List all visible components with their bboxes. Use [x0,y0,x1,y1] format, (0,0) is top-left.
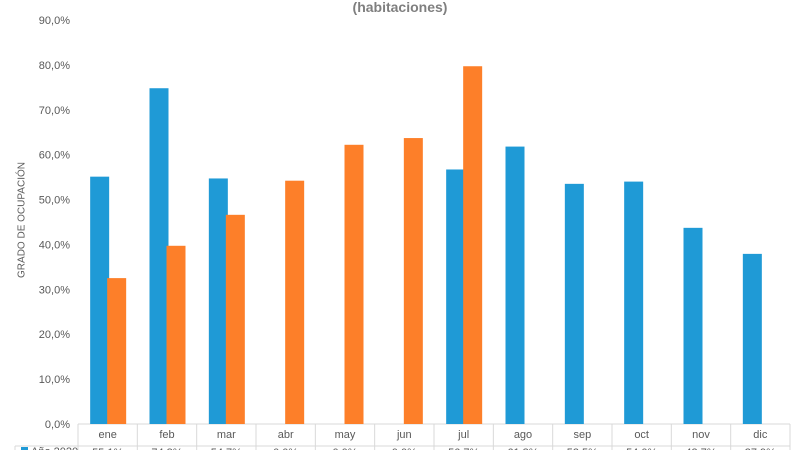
bar-series1-nov [683,227,703,424]
bar-series2-jul [463,66,483,424]
table-value: 43,7% [685,447,716,450]
bar-series1-mar [208,178,228,424]
legend-key-series1 [21,447,28,450]
bar-series2-ene [107,278,127,424]
x-tick-label: jun [396,429,412,441]
y-tick-label: 90,0% [39,15,70,27]
bar-series2-jun [403,138,423,424]
bar-series2-may [344,144,364,424]
table-value: 0,0% [332,447,357,450]
bar-series2-abr [285,180,305,424]
table-value: 55,1% [92,447,123,450]
y-tick-label: 40,0% [39,239,70,251]
x-tick-label: ene [98,429,116,441]
legend-label-series1: Año 2020 [31,446,78,450]
y-tick-label: 60,0% [39,150,70,162]
bar-series1-sep [564,183,584,424]
table-value: 74,8% [151,447,182,450]
bar-series1-dic [742,253,762,424]
table-value: 0,0% [392,447,417,450]
bar-series1-ago [505,146,525,424]
y-tick-label: 80,0% [39,60,70,72]
bar-series1-feb [149,88,169,424]
x-tick-label: dic [753,429,768,441]
bar-series1-oct [624,181,644,424]
x-tick-label: abr [278,429,294,441]
y-tick-label: 20,0% [39,329,70,341]
bar-series1-jul [446,169,466,424]
x-tick-label: nov [692,429,710,441]
table-value: 61,8% [507,447,538,450]
y-tick-label: 50,0% [39,195,70,207]
x-tick-label: ago [514,429,532,441]
bar-series2-feb [166,245,186,424]
x-tick-label: oct [634,429,649,441]
y-tick-label: 30,0% [39,284,70,296]
x-tick-label: sep [573,429,591,441]
x-tick-label: jul [457,429,469,441]
x-tick-label: feb [159,429,174,441]
y-tick-label: 70,0% [39,105,70,117]
bar-series2-mar [225,214,245,424]
chart-title: (habitaciones) [352,0,448,15]
x-tick-label: mar [217,429,236,441]
x-tick-label: may [335,429,356,441]
table-value: 53,5% [567,447,598,450]
table-value: 37,9% [745,447,776,450]
table-value: 54,7% [211,447,242,450]
bar-series1-ene [90,176,110,424]
table-value: 54,0% [626,447,657,450]
y-tick-label: 10,0% [39,374,70,386]
y-tick-label: 0,0% [45,419,70,431]
table-value: 0,0% [273,447,298,450]
table-value: 56,7% [448,447,479,450]
